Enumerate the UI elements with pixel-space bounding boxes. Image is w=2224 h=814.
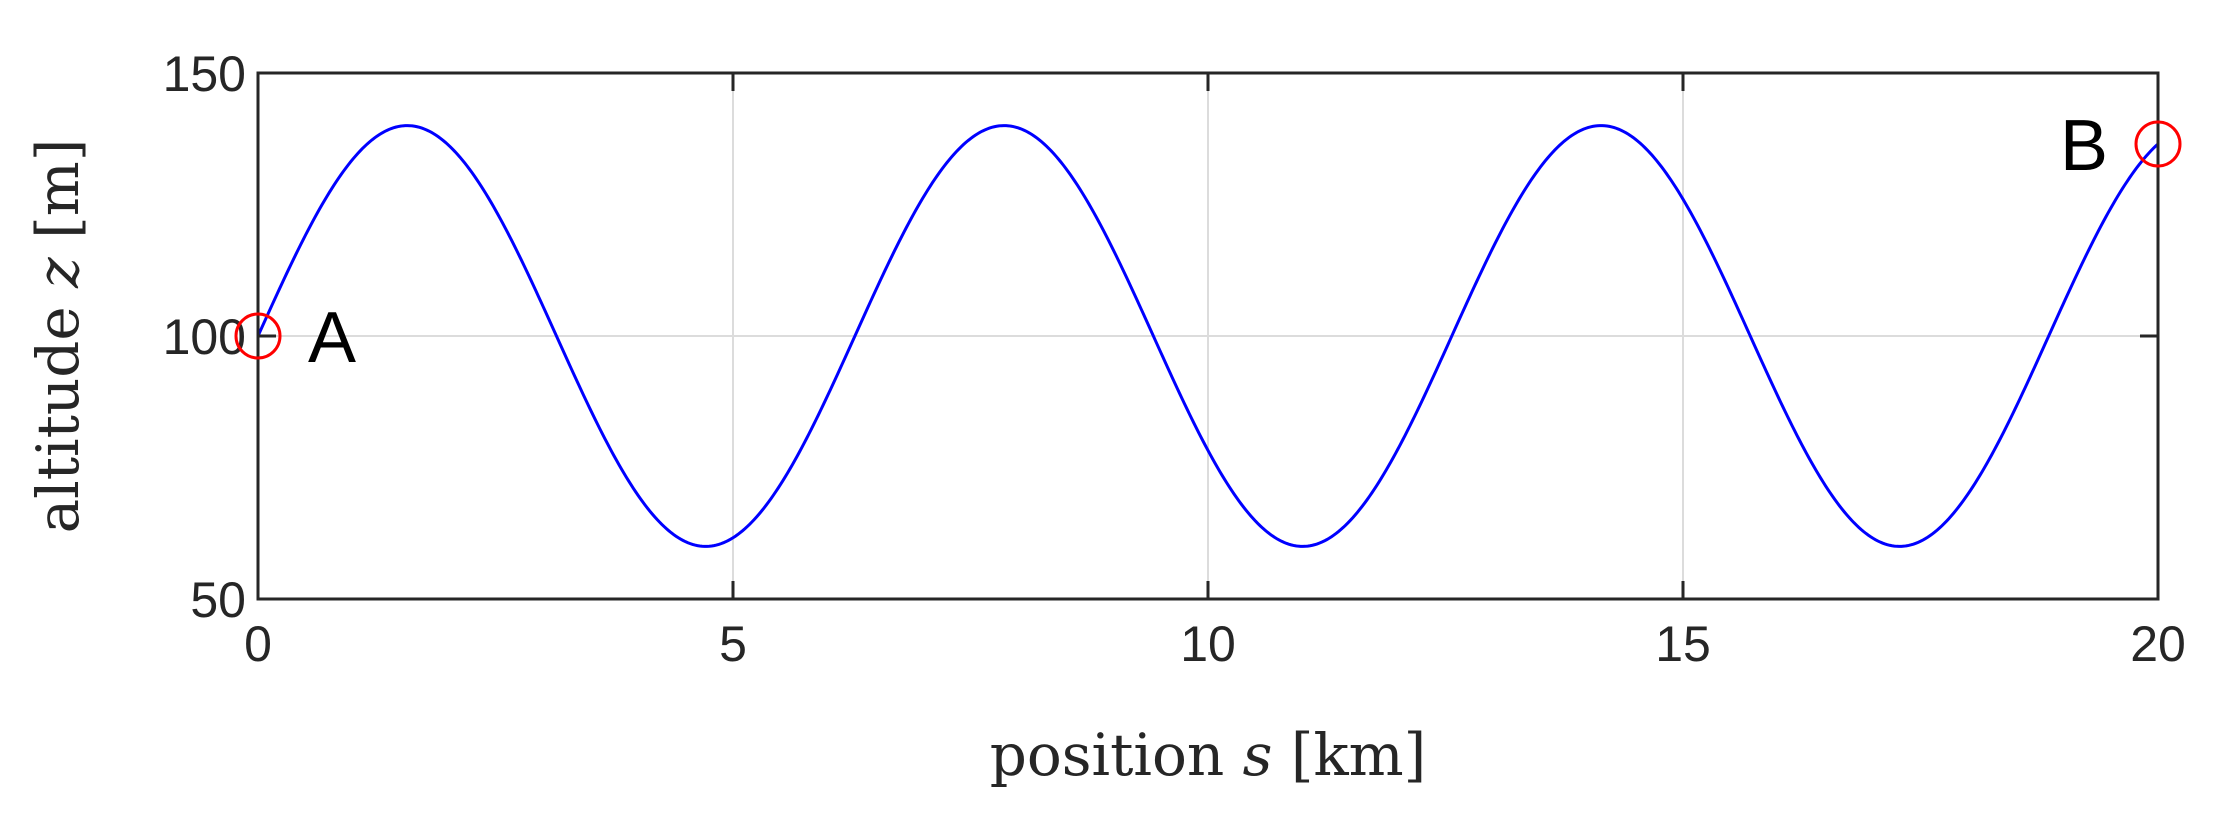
y-tick-label: 150 [163,46,246,102]
marker-b-label: B [2060,106,2108,186]
grid [258,73,2158,599]
x-tick-label: 0 [244,616,272,672]
endpoint-markers: AB [234,106,2182,378]
y-tick-label: 50 [190,572,246,628]
marker-b-circle [2134,120,2182,168]
x-tick-label: 15 [1655,616,1711,672]
x-tick-label: 5 [719,616,747,672]
altitude-profile-line [256,124,2160,548]
marker-a-label: A [308,298,356,378]
y-tick-label: 100 [163,309,246,365]
x-tick-label: 10 [1180,616,1236,672]
y-axis-label: altitude z [m] [24,139,92,534]
axis-ticks: 0 5 10 15 20 50 100 150 [163,46,2186,672]
marker-a-circle [234,312,282,360]
x-tick-label: 20 [2130,616,2186,672]
x-axis-label: position s [km] [990,721,1427,789]
